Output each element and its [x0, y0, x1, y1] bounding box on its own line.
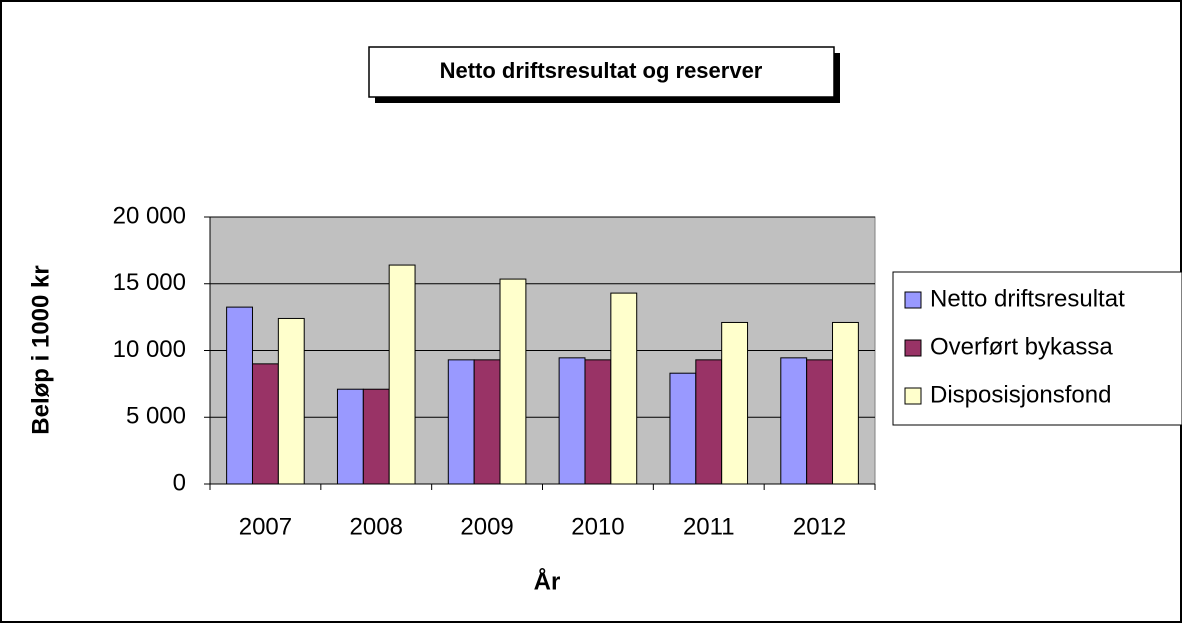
bar — [832, 321, 859, 485]
legend-label: Netto driftsresultat — [930, 285, 1125, 312]
legend-label: Overført bykassa — [930, 333, 1113, 360]
x-tick-label: 2008 — [350, 513, 403, 540]
x-tick-label: 2011 — [683, 513, 735, 540]
bar — [780, 357, 808, 485]
y-tick-label: 0 — [173, 469, 186, 496]
bar — [695, 359, 723, 485]
title-box — [368, 46, 835, 98]
bar — [447, 359, 475, 485]
bar — [558, 357, 586, 485]
y-tick-label: 5 000 — [126, 403, 186, 430]
legend-swatch — [904, 387, 922, 405]
y-tick-label: 15 000 — [113, 269, 186, 296]
bar — [362, 388, 390, 485]
bar — [499, 278, 527, 485]
y-tick-label: 10 000 — [113, 336, 186, 363]
x-axis-label: År — [534, 567, 561, 595]
x-tick-label: 2012 — [793, 513, 846, 540]
chart-title: Netto driftsresultat og reserver — [440, 58, 763, 83]
bar — [226, 306, 253, 485]
legend — [892, 271, 1182, 426]
bar — [721, 321, 749, 485]
bar — [806, 359, 834, 485]
y-tick-label: 20 000 — [113, 202, 186, 229]
bar — [610, 292, 638, 485]
legend-swatch — [904, 291, 922, 309]
y-axis-label: Beløp i 1000 kr — [27, 265, 54, 434]
bar — [584, 359, 612, 485]
bar — [669, 372, 697, 485]
legend-swatch — [904, 339, 922, 357]
bar — [277, 317, 305, 485]
legend-label: Disposisjonsfond — [930, 381, 1111, 408]
bar — [473, 359, 501, 485]
bar — [336, 388, 364, 485]
bar — [388, 264, 416, 485]
x-tick-label: 2007 — [239, 513, 292, 540]
bar — [251, 363, 279, 485]
x-tick-label: 2009 — [460, 513, 513, 540]
x-tick-label: 2010 — [571, 513, 624, 540]
